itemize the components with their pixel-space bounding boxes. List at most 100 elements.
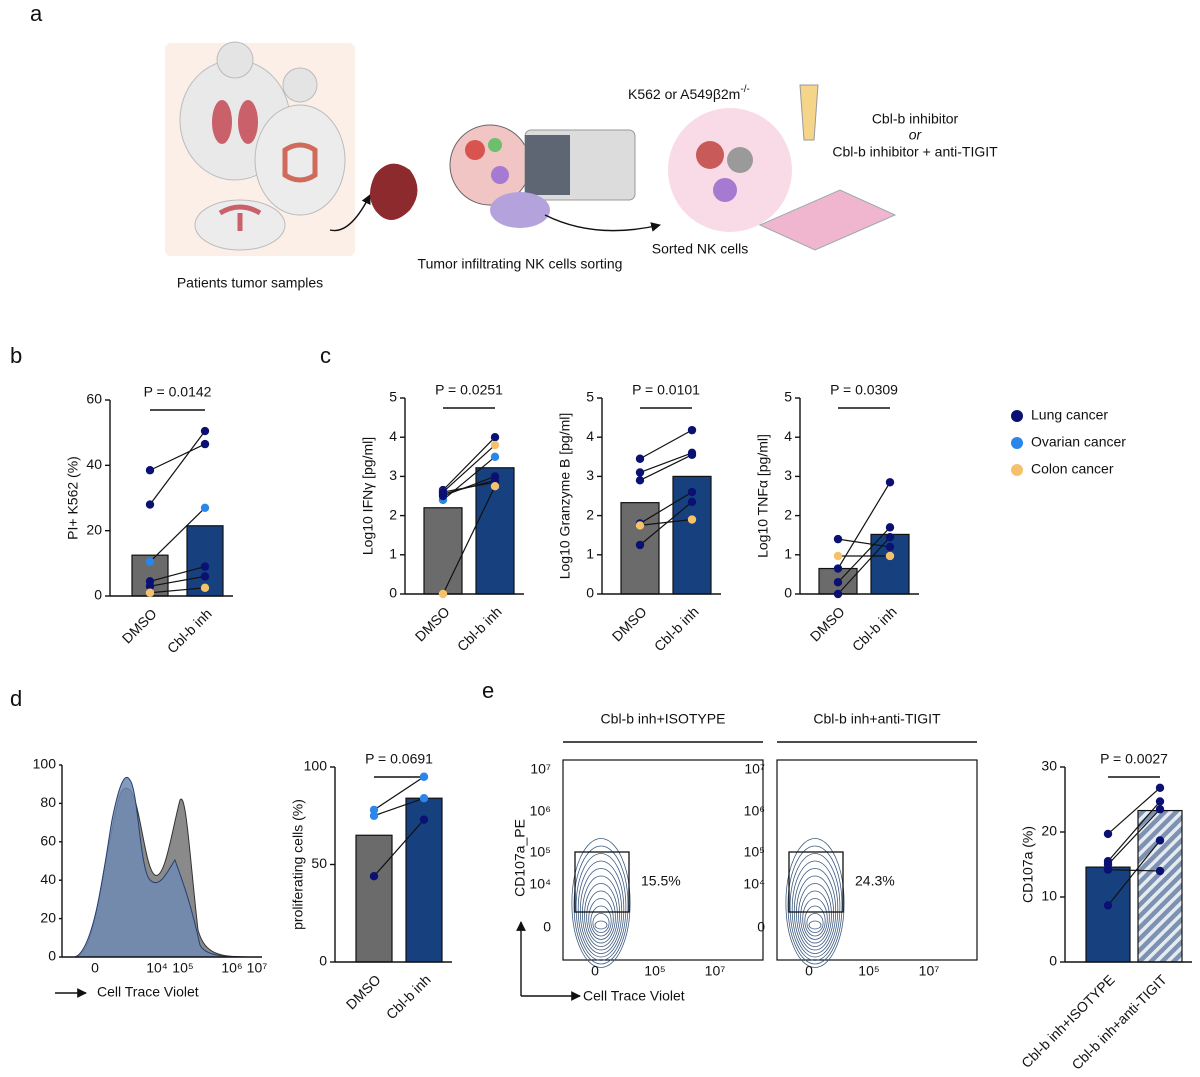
flow-y-tick-label: 10⁷ (744, 761, 765, 777)
flow-title: Cbl-b inh+ISOTYPE (601, 711, 726, 727)
pair-line (1107, 808, 1161, 865)
data-point (200, 572, 210, 581)
data-point (490, 482, 500, 491)
panel-letter: a (30, 1, 43, 26)
pair-line (1107, 840, 1161, 906)
pair-line (837, 526, 891, 583)
flow-gate (788, 851, 844, 913)
y-tick-label: 100 (304, 758, 328, 774)
schematic (165, 41, 897, 256)
legend-label: Colon cancer (1031, 461, 1114, 477)
data-point (1155, 805, 1165, 814)
y-axis-label: CD107a (%) (1020, 826, 1036, 903)
flow-y-tick-label: 10⁷ (530, 761, 551, 777)
data-point (833, 551, 843, 561)
flow-x-tick-label: 0 (805, 963, 813, 979)
schematic-label: Tumor infiltrating NK cells sorting (418, 256, 623, 272)
data-point (490, 452, 500, 461)
bar (405, 797, 443, 963)
data-point (1103, 901, 1113, 910)
panel-letter: d (10, 686, 22, 711)
pair-line (1107, 787, 1161, 835)
y-tick-label: 1 (784, 546, 792, 562)
contour (806, 913, 824, 933)
hist-y-tick-label: 20 (40, 909, 56, 925)
data-point (833, 578, 843, 587)
data-point (885, 551, 895, 561)
contour (785, 838, 845, 968)
contour (586, 890, 616, 944)
pair-line (639, 454, 693, 481)
data-point (635, 454, 645, 463)
flow-x-label: Cell Trace Violet (583, 988, 685, 1004)
gate-percent: 15.5% (641, 873, 681, 889)
contour (575, 853, 627, 961)
contour (582, 875, 621, 951)
schematic-label: Patients tumor samples (177, 275, 323, 291)
legend-label: Lung cancer (1031, 407, 1108, 423)
pair-line (639, 501, 693, 546)
data-point (369, 811, 379, 820)
pair-line (1107, 801, 1161, 862)
pair-line (442, 481, 496, 493)
data-point (885, 478, 895, 487)
data-point (687, 450, 697, 460)
flow-y-tick-label: 0 (757, 919, 765, 935)
x-tick-label: DMSO (412, 603, 453, 644)
data-point (200, 426, 210, 436)
pair-line (373, 797, 425, 817)
hist-y-tick-label: 40 (40, 871, 56, 887)
x-tick-label: Cbl-b inh (849, 603, 900, 654)
flow-y-tick-label: 10⁶ (744, 803, 765, 819)
pair-line (1107, 869, 1161, 872)
data-point (885, 542, 895, 552)
contour (584, 883, 618, 947)
y-tick-label: 4 (586, 428, 594, 444)
data-point (369, 805, 379, 815)
data-point (490, 433, 500, 442)
data-point (833, 534, 843, 544)
y-tick-label: 5 (389, 389, 397, 405)
p-value: P = 0.0142 (144, 384, 212, 400)
flow-y-tick-label: 10⁵ (744, 844, 765, 860)
y-tick-label: 20 (86, 521, 102, 537)
x-tick-label: Cbl-b inh (454, 603, 505, 654)
flow-frame (776, 759, 978, 961)
flow-title: Cbl-b inh+anti-TIGIT (813, 711, 941, 727)
schematic-label: Cbl-b inhibitor + anti-TIGIT (832, 144, 998, 160)
contour (789, 853, 841, 961)
data-point (1103, 829, 1113, 839)
hist-y-tick-label: 80 (40, 794, 56, 810)
x-tick-label: Cbl-b inh (164, 605, 215, 656)
p-value: P = 0.0101 (632, 382, 700, 398)
data-point (833, 589, 843, 599)
flow-x-tick-label: 10⁷ (919, 963, 940, 979)
contour (798, 883, 832, 947)
y-tick-label: 5 (586, 389, 594, 405)
x-tick-label: Cbl-b inh (383, 971, 434, 1022)
contour (796, 875, 835, 951)
contour (800, 890, 830, 944)
histogram-curves (74, 777, 251, 958)
data-point (369, 872, 379, 881)
data-point (687, 497, 697, 507)
hist-x-tick-label: 10⁵ (172, 960, 193, 976)
flow-y-tick-label: 10⁴ (743, 876, 765, 892)
y-tick-label: 50 (311, 855, 327, 871)
flow-y-label: CD107a_PE (512, 819, 528, 897)
data-point (1103, 865, 1113, 874)
contour (594, 920, 608, 930)
flow-x-tick-label: 0 (591, 963, 599, 979)
bar (355, 834, 393, 963)
data-point (885, 523, 895, 532)
legend-label: Ovarian cancer (1031, 434, 1126, 450)
contour (793, 868, 837, 954)
hist-x-tick-label: 0 (91, 960, 99, 976)
contour (804, 905, 826, 937)
pair-line (639, 518, 693, 526)
x-tick-label: Cbl-b inh+anti-TIGIT (1068, 971, 1170, 1073)
contour (787, 845, 843, 965)
pair-line (149, 507, 206, 563)
data-point (145, 557, 155, 566)
